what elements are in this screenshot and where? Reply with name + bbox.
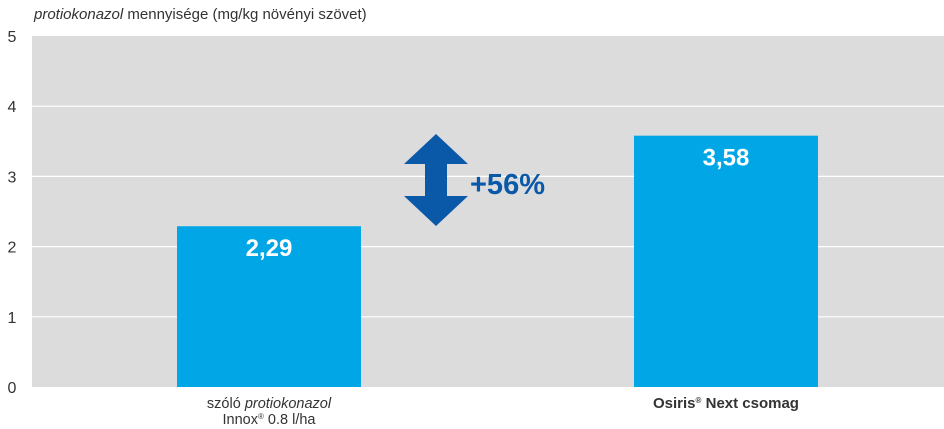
double-arrow-icon — [404, 134, 468, 226]
x-category-1-line-1: szóló protiokonazol — [139, 396, 399, 412]
bar — [177, 226, 361, 387]
x-cat-1-italic: protiokonazol — [244, 396, 332, 412]
x-cat-2-registered: ® — [695, 396, 702, 405]
y-axis-ticks: 0 1 2 3 4 5 — [8, 29, 17, 397]
bar-value-labels: 2,29 3,58 — [246, 145, 750, 263]
bar-value-label: 3,58 — [703, 145, 750, 172]
y-tick-label: 3 — [8, 169, 17, 186]
y-tick-label: 2 — [8, 240, 17, 257]
bar — [634, 135, 818, 387]
x-cat-2-product: Osiris — [653, 395, 696, 412]
bars — [177, 135, 818, 387]
x-cat-1-dose: 0.8 l/ha — [263, 412, 316, 428]
y-axis-title-rest: mennyisége (mg/kg növényi szövet) — [123, 6, 367, 23]
y-tick-label: 0 — [8, 380, 17, 397]
x-cat-1-prefix: szóló — [206, 396, 245, 412]
y-axis-title: protiokonazol mennyisége (mg/kg növényi … — [34, 6, 367, 23]
bar-value-label: 2,29 — [246, 235, 293, 262]
x-cat-2-rest: Next csomag — [701, 395, 799, 412]
x-cat-1-registered: ® — [257, 412, 264, 421]
x-category-1-line-2: Innox® 0.8 l/ha — [139, 412, 399, 428]
y-tick-label: 5 — [8, 29, 17, 46]
y-tick-label: 1 — [8, 310, 17, 327]
x-cat-1-product: Innox — [222, 412, 258, 428]
increase-annotation: +56% — [470, 169, 545, 201]
y-tick-label: 4 — [8, 99, 17, 116]
x-category-2-line-1: Osiris® Next csomag — [596, 396, 856, 412]
y-axis-title-italic: protiokonazol — [34, 6, 124, 23]
x-category-label-2: Osiris® Next csomag — [596, 396, 856, 412]
x-category-label-1: szóló protiokonazol Innox® 0.8 l/ha — [139, 396, 399, 428]
